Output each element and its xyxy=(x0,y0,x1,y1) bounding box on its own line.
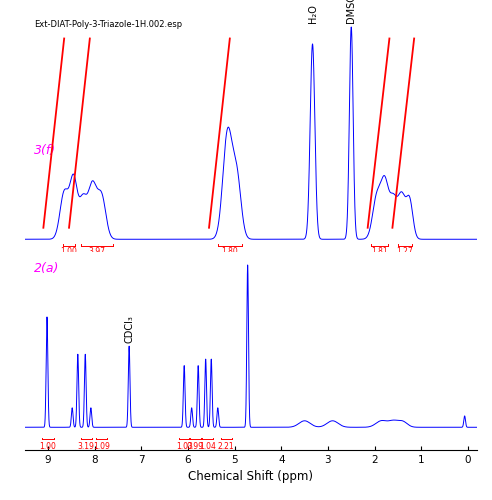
Text: 1.00: 1.00 xyxy=(39,442,57,451)
Text: 2.21: 2.21 xyxy=(218,442,235,451)
Text: H₂O: H₂O xyxy=(308,4,317,22)
Text: 1.80: 1.80 xyxy=(221,246,238,256)
Text: Ext-DIAT-Poly-3-Triazole-1H.002.esp: Ext-DIAT-Poly-3-Triazole-1H.002.esp xyxy=(33,20,182,28)
X-axis label: Chemical Shift (ppm): Chemical Shift (ppm) xyxy=(188,470,313,484)
Text: 3.19: 3.19 xyxy=(78,442,94,451)
Text: 2(a): 2(a) xyxy=(33,262,59,275)
Text: 1.00: 1.00 xyxy=(61,246,77,256)
Text: 0.99: 0.99 xyxy=(186,442,203,451)
Text: 1.27: 1.27 xyxy=(397,246,413,256)
Text: 3(f): 3(f) xyxy=(33,144,56,157)
Text: 1.03: 1.03 xyxy=(176,442,193,451)
Text: 3.97: 3.97 xyxy=(89,246,105,256)
Text: 1.04: 1.04 xyxy=(199,442,216,451)
Text: Jan01-2016.004.esp: Jan01-2016.004.esp xyxy=(33,266,117,276)
Text: 1.81: 1.81 xyxy=(371,246,388,256)
Text: 1.09: 1.09 xyxy=(93,442,110,451)
Text: DMSO-d6: DMSO-d6 xyxy=(346,0,356,22)
Text: CDCl₃: CDCl₃ xyxy=(124,315,134,343)
